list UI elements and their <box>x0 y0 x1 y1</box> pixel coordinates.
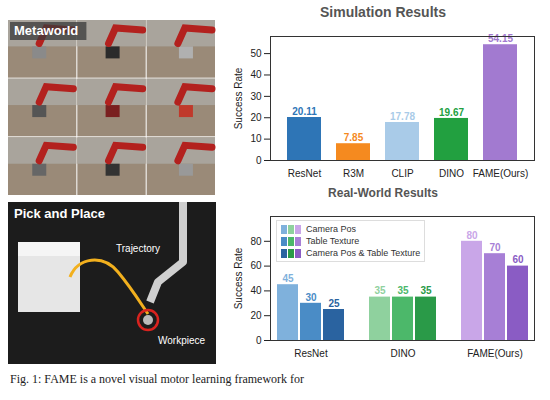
html-text:Real-World Results: Real-World Results <box>328 186 438 200</box>
svg-text:FAME(Ours): FAME(Ours) <box>473 168 529 179</box>
svg-text:DINO: DINO <box>391 348 416 359</box>
svg-text:25: 25 <box>328 298 340 309</box>
svg-text:10: 10 <box>250 133 262 144</box>
html-text:Simulation Results: Simulation Results <box>320 4 446 20</box>
svg-text:35: 35 <box>397 285 409 296</box>
svg-text:70: 70 <box>489 242 501 253</box>
svg-text:Trajectory: Trajectory <box>116 243 160 254</box>
svg-text:17.78: 17.78 <box>390 111 415 122</box>
svg-text:Success Rate: Success Rate <box>233 67 244 129</box>
html-text:Camera Pos & Table Texture: Camera Pos & Table Texture <box>306 248 421 258</box>
svg-text:20: 20 <box>250 310 262 321</box>
svg-text:ResNet: ResNet <box>294 348 328 359</box>
svg-text:DINO: DINO <box>439 168 464 179</box>
svg-text:50: 50 <box>250 48 262 59</box>
svg-text:40: 40 <box>250 285 262 296</box>
svg-text:60: 60 <box>250 260 262 271</box>
svg-text:30: 30 <box>305 292 317 303</box>
svg-text:Success Rate: Success Rate <box>233 247 244 309</box>
svg-text:CLIP: CLIP <box>391 168 414 179</box>
html-text:Table Texture: Table Texture <box>306 236 360 246</box>
svg-text:7.85: 7.85 <box>344 132 364 143</box>
svg-text:35: 35 <box>374 285 386 296</box>
svg-text:54.15: 54.15 <box>488 33 513 44</box>
svg-text:Metaworld: Metaworld <box>14 23 78 38</box>
svg-text:80: 80 <box>250 236 262 247</box>
svg-text:20: 20 <box>250 112 262 123</box>
svg-text:R3M: R3M <box>343 168 364 179</box>
svg-text:Pick and Place: Pick and Place <box>14 206 105 221</box>
svg-text:60: 60 <box>512 254 524 265</box>
svg-text:35: 35 <box>420 285 432 296</box>
svg-text:30: 30 <box>250 91 262 102</box>
svg-text:19.67: 19.67 <box>439 107 464 118</box>
svg-text:0: 0 <box>256 155 262 166</box>
svg-text:80: 80 <box>466 230 478 241</box>
svg-text:FAME(Ours): FAME(Ours) <box>467 348 523 359</box>
svg-text:20.11: 20.11 <box>292 106 317 117</box>
svg-text:45: 45 <box>282 273 294 284</box>
svg-text:Workpiece: Workpiece <box>158 335 205 346</box>
svg-text:ResNet: ResNet <box>288 168 322 179</box>
html-text:Fig. 1: FAME is a novel visual: Fig. 1: FAME is a novel visual motor lea… <box>10 372 305 386</box>
html-text:Camera Pos: Camera Pos <box>306 224 356 234</box>
svg-text:0: 0 <box>256 335 262 346</box>
svg-text:40: 40 <box>250 69 262 80</box>
